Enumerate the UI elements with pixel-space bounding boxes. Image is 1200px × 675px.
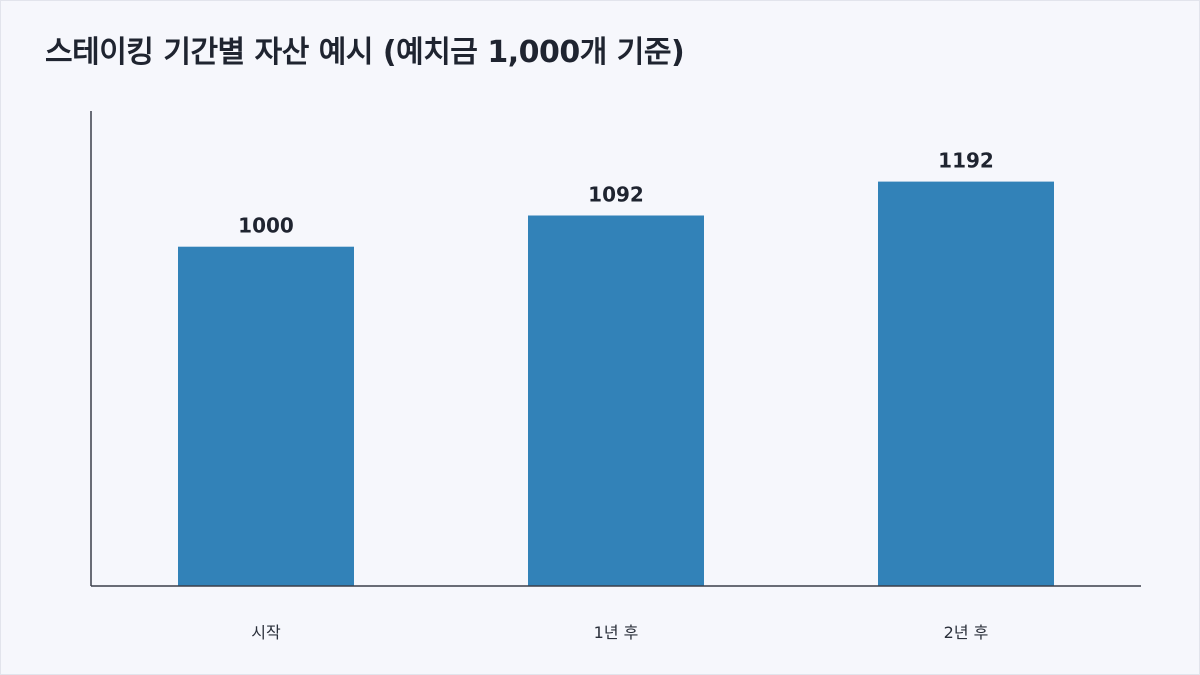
bars-layer (178, 181, 1054, 586)
x-tick-label-2: 2년 후 (944, 623, 989, 642)
bar-1 (528, 215, 704, 586)
bar-2 (878, 181, 1054, 586)
tick-labels-layer: 시작 1년 후 2년 후 (251, 623, 988, 642)
bar-value-label-2: 1192 (938, 149, 994, 173)
bar-value-label-0: 1000 (238, 214, 294, 238)
x-tick-label-0: 시작 (251, 623, 281, 642)
x-tick-label-1: 1년 후 (594, 623, 639, 642)
bar-value-label-1: 1092 (588, 183, 644, 207)
bar-0 (178, 246, 354, 586)
chart-title: 스테이킹 기간별 자산 예시 (예치금 1,000개 기준) (45, 35, 685, 70)
value-labels-layer: 1000 1092 1192 (238, 149, 994, 238)
